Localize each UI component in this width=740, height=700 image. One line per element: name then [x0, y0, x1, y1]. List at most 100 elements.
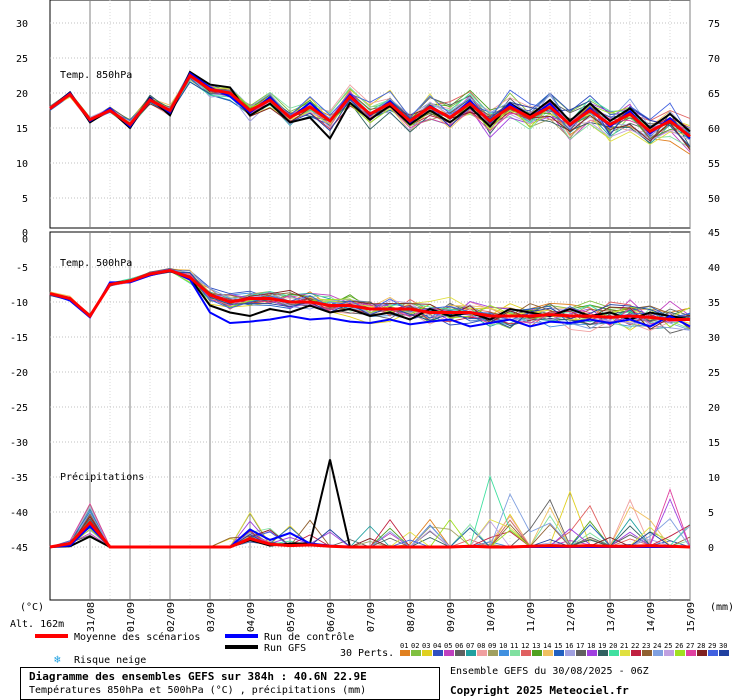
pert-id-label: 16 [565, 642, 573, 650]
pert-color-swatch [521, 650, 531, 656]
y-tick-left: 20 [16, 89, 28, 100]
panel-label-850hpa: Temp. 850hPa [60, 70, 132, 81]
y-tick-left: -10 [10, 298, 28, 309]
pert-id-label: 10 [499, 642, 507, 650]
legend: Moyenne des scénarios Run de contrôleRun … [35, 631, 729, 666]
legend-gfs-label: Run GFS [264, 643, 306, 654]
pert-color-swatch [532, 650, 542, 656]
right-unit: (mm) [710, 602, 734, 613]
pert-id-label: 03 [422, 642, 430, 650]
pert-color-swatch [708, 650, 718, 656]
y-tick-right: 25 [708, 368, 720, 379]
x-tick-label: 13/09 [606, 602, 617, 632]
y-tick-left: -40 [10, 508, 28, 519]
pert-color-swatch [444, 650, 454, 656]
pert-line-850 [49, 80, 691, 133]
pert-id-label: 27 [686, 642, 694, 650]
legend-mean-label: Moyenne des scénarios [74, 631, 200, 643]
pert-id-label: 11 [510, 642, 518, 650]
y-tick-right: 65 [708, 89, 720, 100]
y-tick-left: -30 [10, 438, 28, 449]
x-tick-label: 12/09 [566, 602, 577, 632]
pert-line-850 [49, 75, 691, 148]
pert-id-label: 22 [631, 642, 639, 650]
pert-color-swatch [609, 650, 619, 656]
pert-id-label: 09 [488, 642, 496, 650]
pert-id-label: 13 [532, 642, 540, 650]
pert-id-label: 04 [433, 642, 441, 650]
y-tick-right: 0 [708, 543, 714, 554]
x-tick-label: 08/09 [406, 602, 417, 632]
pert-color-swatch [686, 650, 696, 656]
y-tick-left: 0 [22, 235, 28, 246]
snowflake-icon: ❄ [54, 653, 61, 666]
pert-id-label: 05 [444, 642, 452, 650]
chart-title: Diagramme des ensembles GEFS sur 384h : … [29, 670, 367, 683]
y-tick-left: 30 [16, 19, 28, 30]
x-tick-label: 07/09 [366, 602, 377, 632]
pert-id-label: 30 [719, 642, 727, 650]
x-tick-label: 01/09 [126, 602, 137, 632]
mean-line-precip [49, 520, 691, 549]
run-info: Ensemble GEFS du 30/08/2025 - 06Z [450, 666, 649, 677]
x-tick-label: 31/08 [86, 602, 97, 632]
legend-snow-label: Risque neige [74, 655, 146, 666]
x-tick-label: 14/09 [646, 602, 657, 632]
pert-id-label: 28 [697, 642, 705, 650]
left-unit: (°C) [20, 602, 44, 613]
pert-color-swatch [554, 650, 564, 656]
y-tick-left: 25 [16, 54, 28, 65]
pert-id-label: 15 [554, 642, 562, 650]
y-tick-right: 45 [708, 228, 720, 239]
altitude-label: Alt. 162m [10, 619, 64, 630]
main-lines [49, 70, 691, 549]
pert-id-label: 24 [653, 642, 661, 650]
x-tick-label: 15/09 [686, 602, 697, 632]
y-tick-right: 40 [708, 263, 720, 274]
x-tick-label: 10/09 [486, 602, 497, 632]
copyright: Copyright 2025 Meteociel.fr [450, 684, 629, 697]
x-tick-label: 05/09 [286, 602, 297, 632]
pert-color-swatch [510, 650, 520, 656]
pert-id-label: 08 [477, 642, 485, 650]
pert-color-swatch [433, 650, 443, 656]
pert-color-swatch [642, 650, 652, 656]
pert-color-swatch [488, 650, 498, 656]
pert-color-swatch [455, 650, 465, 656]
legend-control-label: Run de contrôle [264, 631, 354, 643]
pert-color-swatch [664, 650, 674, 656]
y-tick-left: 5 [22, 194, 28, 205]
pert-color-swatch [653, 650, 663, 656]
pert-color-swatch [697, 650, 707, 656]
y-tick-right: 20 [708, 403, 720, 414]
y-tick-right: 75 [708, 19, 720, 30]
y-tick-left: -25 [10, 403, 28, 414]
x-tick-label: 11/09 [526, 602, 537, 632]
pert-id-label: 19 [598, 642, 606, 650]
y-tick-left: -5 [16, 263, 28, 274]
pert-id-label: 29 [708, 642, 716, 650]
pert-color-swatch [543, 650, 553, 656]
pert-color-swatch [587, 650, 597, 656]
pert-color-swatch [499, 650, 509, 656]
y-tick-right: 35 [708, 298, 720, 309]
y-tick-right: 15 [708, 438, 720, 449]
mean-line-850 [49, 73, 691, 138]
y-tick-left: -20 [10, 368, 28, 379]
y-tick-right: 60 [708, 124, 720, 135]
x-tick-label: 06/09 [326, 602, 337, 632]
panel-label-500hpa: Temp. 500hPa [60, 258, 132, 269]
y-tick-left: -45 [10, 543, 28, 554]
panel-label-precip: Précipitations [60, 471, 144, 483]
pert-id-label: 01 [400, 642, 408, 650]
pert-id-label: 02 [411, 642, 419, 650]
pert-color-swatch [411, 650, 421, 656]
x-tick-label: 04/09 [246, 602, 257, 632]
y-tick-right: 10 [708, 473, 720, 484]
pert-color-swatch [576, 650, 586, 656]
y-tick-left: 10 [16, 159, 28, 170]
pert-id-label: 06 [455, 642, 463, 650]
pert-id-label: 20 [609, 642, 617, 650]
pert-id-label: 18 [587, 642, 595, 650]
y-tick-right: 70 [708, 54, 720, 65]
